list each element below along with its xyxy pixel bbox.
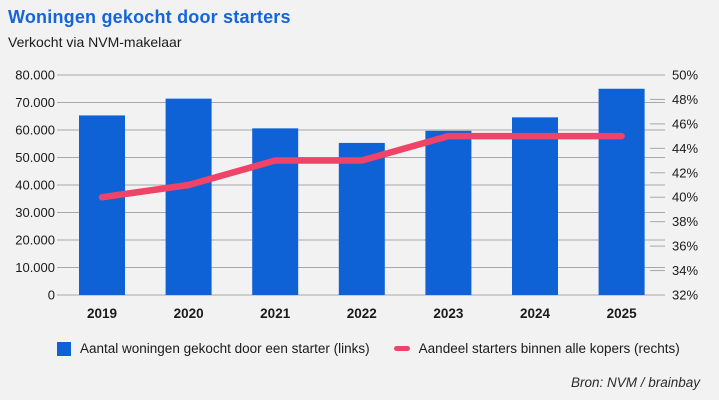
legend-item-bars: Aantal woningen gekocht door een starter… (57, 341, 370, 356)
chart-title: Woningen gekocht door starters (8, 7, 291, 27)
source-credit: Bron: NVM / brainbay (570, 375, 700, 390)
bar-2025 (598, 88, 645, 295)
chart-subtitle: Verkocht via NVM-makelaar (8, 34, 182, 50)
right-axis-label: 34% (672, 263, 698, 278)
bar-2019 (79, 115, 125, 295)
x-axis-label: 2023 (433, 306, 464, 321)
right-axis-label: 32% (672, 288, 698, 303)
right-axis-label: 42% (672, 165, 698, 180)
legend-label-line: Aandeel starters binnen alle kopers (rec… (418, 341, 680, 356)
left-axis-label: 30.000 (15, 205, 55, 220)
bar-series-swatch-icon (57, 341, 71, 356)
bar-2023 (425, 130, 472, 295)
x-axis-label: 2022 (347, 306, 377, 321)
left-axis-label: 0 (48, 288, 55, 303)
right-axis-label: 40% (672, 190, 698, 205)
legend-label-bars: Aantal woningen gekocht door een starter… (80, 341, 370, 356)
x-axis-label: 2020 (174, 306, 204, 321)
x-axis-label: 2025 (607, 306, 638, 321)
bar-2021 (252, 128, 299, 295)
right-axis-label: 44% (672, 141, 698, 156)
chart-legend: Aantal woningen gekocht door een starter… (57, 341, 680, 356)
left-axis-label: 60.000 (15, 123, 55, 138)
left-axis-label: 20.000 (15, 233, 55, 248)
x-axis-label: 2024 (520, 306, 551, 321)
left-axis-label: 40.000 (15, 178, 55, 193)
bar-2020 (165, 98, 212, 296)
share-line (98, 132, 625, 201)
right-axis-label: 46% (672, 116, 698, 131)
left-axis-label: 10.000 (15, 260, 55, 275)
left-axis-label: 80.000 (15, 68, 55, 83)
bar-2024 (512, 117, 558, 295)
left-axis-label: 70.000 (15, 95, 55, 110)
right-axis-label: 38% (672, 214, 698, 229)
bar-2022 (338, 142, 385, 295)
line-series-swatch-icon (393, 346, 410, 351)
right-axis-label: 50% (672, 68, 698, 83)
legend-item-line: Aandeel starters binnen alle kopers (rec… (393, 341, 680, 356)
right-axis-label: 48% (672, 92, 698, 107)
right-axis-label: 36% (672, 239, 698, 254)
x-axis-label: 2019 (87, 306, 117, 321)
x-axis-label: 2021 (260, 306, 291, 321)
left-axis-label: 50.000 (15, 150, 55, 165)
